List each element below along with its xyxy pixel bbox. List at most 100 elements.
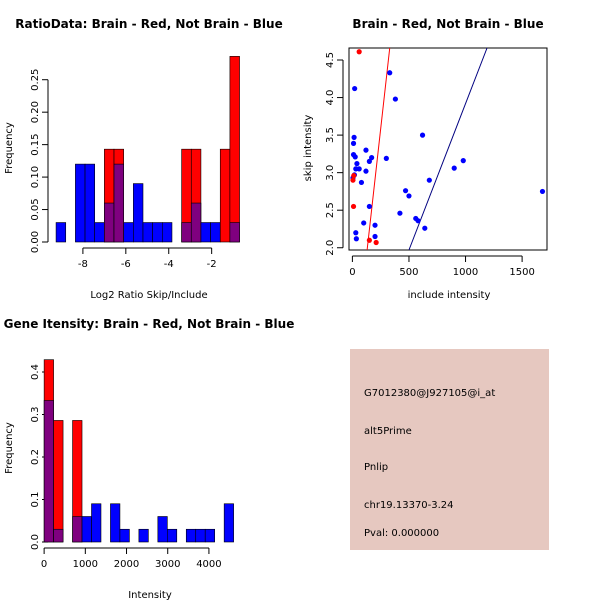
- fit-line: [366, 47, 391, 251]
- not-brain-point: [354, 161, 360, 167]
- scatter-ylabel: skip intensity: [303, 115, 314, 182]
- scatter-xlabel: include intensity: [408, 290, 491, 301]
- x-tick-label: 3000: [155, 559, 180, 570]
- brain-point: [351, 173, 357, 179]
- not-brain-bar: [200, 222, 211, 243]
- y-tick-label: 3.5: [325, 127, 336, 143]
- x-tick-label: 4000: [196, 559, 221, 570]
- x-tick-label: 0: [41, 559, 47, 570]
- not-brain-point: [363, 147, 369, 153]
- not-brain-point: [422, 225, 428, 231]
- event-type: alt5Prime: [364, 426, 412, 437]
- not-brain-point: [383, 155, 389, 161]
- info-panel: G7012380@J927105@i_at alt5Prime Pnlip ch…: [350, 349, 549, 550]
- overlap-bar: [113, 163, 124, 243]
- not-brain-point: [406, 193, 412, 199]
- y-tick-label: 0.15: [30, 133, 41, 155]
- fit-lines: [366, 47, 488, 251]
- brain-point: [366, 237, 372, 243]
- not-brain-point: [353, 236, 359, 242]
- not-brain-point: [539, 188, 546, 195]
- ratio-histogram-title: RatioData: Brain - Red, Not Brain - Blue: [15, 17, 282, 31]
- bars: [55, 56, 240, 243]
- y-tick-label: 0.10: [30, 166, 41, 188]
- not-brain-point: [358, 179, 365, 186]
- not-brain-point: [372, 233, 378, 240]
- x-tick-label: -6: [121, 259, 131, 270]
- x-tick-label: 1500: [509, 267, 534, 278]
- not-brain-bar: [185, 528, 197, 543]
- x-tick-label: 0: [349, 267, 355, 278]
- not-brain-bar: [142, 222, 153, 243]
- not-brain-point: [460, 158, 466, 164]
- not-brain-point: [361, 220, 367, 226]
- fit-line: [408, 47, 488, 251]
- points: [350, 49, 546, 246]
- gene-histogram-xlabel: Intensity: [128, 590, 172, 600]
- not-brain-point: [392, 96, 398, 102]
- not-brain-bar: [75, 163, 86, 243]
- not-brain-point: [387, 70, 393, 76]
- gene-intensity-histogram-panel: Gene Itensity: Brain - Red, Not Brain - …: [4, 317, 295, 600]
- not-brain-point: [352, 85, 358, 92]
- not-brain-point: [351, 134, 357, 140]
- not-brain-bar: [123, 222, 134, 243]
- probe-id: G7012380@J927105@i_at: [364, 388, 495, 399]
- not-brain-bar: [84, 163, 96, 243]
- not-brain-bar: [55, 222, 67, 243]
- not-brain-bar: [167, 528, 178, 543]
- axes: 0 500 1000 1500 2.0 2.5 3.0 3.5 4.0 4.5: [325, 47, 548, 278]
- not-brain-point: [369, 155, 375, 161]
- y-tick-label: 3.0: [325, 165, 336, 181]
- not-brain-point: [426, 177, 432, 183]
- brain-point: [373, 239, 379, 246]
- not-brain-point: [451, 165, 457, 171]
- overlap-bar: [53, 528, 64, 543]
- y-tick-label: 0.4: [30, 364, 41, 380]
- y-tick-label: 2.5: [325, 202, 336, 218]
- brain-bar: [53, 420, 64, 543]
- not-brain-bar: [162, 222, 173, 243]
- not-brain-point: [363, 168, 369, 174]
- overlap-bar: [190, 202, 202, 243]
- x-tick-label: -2: [207, 259, 217, 270]
- y-tick-label: 0.3: [30, 407, 41, 423]
- y-tick-label: 0.05: [30, 198, 41, 220]
- x-tick-label: 1000: [73, 559, 98, 570]
- ratio-histogram-xlabel: Log2 Ratio Skip/Include: [90, 290, 207, 301]
- y-tick-label: 4.5: [325, 52, 336, 68]
- not-brain-bar: [223, 503, 234, 543]
- not-brain-bar: [81, 516, 92, 543]
- info-panel-background: [350, 349, 549, 550]
- not-brain-point: [350, 152, 357, 158]
- not-brain-bar: [152, 222, 163, 243]
- axes: 0 1000 2000 3000 4000 0.0 0.1 0.2 0.3 0.4: [30, 364, 222, 570]
- overlap-bar: [72, 516, 83, 543]
- y-tick-label: 0.25: [30, 69, 41, 91]
- not-brain-point: [366, 203, 372, 210]
- not-brain-point: [419, 132, 426, 138]
- not-brain-bar: [210, 222, 221, 243]
- not-brain-bar: [91, 503, 102, 543]
- gene-histogram-title: Gene Itensity: Brain - Red, Not Brain - …: [4, 317, 295, 331]
- x-tick-label: 2000: [114, 559, 139, 570]
- gene-name: Pnlip: [364, 462, 388, 473]
- not-brain-point: [356, 166, 362, 172]
- brain-point: [350, 177, 356, 183]
- intensity-scatter-panel: Brain - Red, Not Brain - Blue include in…: [303, 17, 548, 301]
- brain-point: [350, 203, 357, 210]
- y-tick-label: 2.0: [325, 240, 336, 256]
- chromosome-location: chr19.13370-3.24: [364, 500, 454, 511]
- not-brain-point: [372, 222, 378, 228]
- y-tick-label: 0.00: [30, 231, 41, 253]
- y-tick-label: 0.1: [30, 492, 41, 508]
- y-tick-label: 0.20: [30, 101, 41, 123]
- brain-point: [356, 49, 362, 55]
- plot-frame: [348, 47, 548, 251]
- x-tick-label: -4: [164, 259, 174, 270]
- y-tick-label: 4.0: [325, 90, 336, 106]
- bars: [43, 359, 234, 543]
- not-brain-bar: [133, 183, 144, 243]
- y-tick-label: 0.2: [30, 449, 41, 465]
